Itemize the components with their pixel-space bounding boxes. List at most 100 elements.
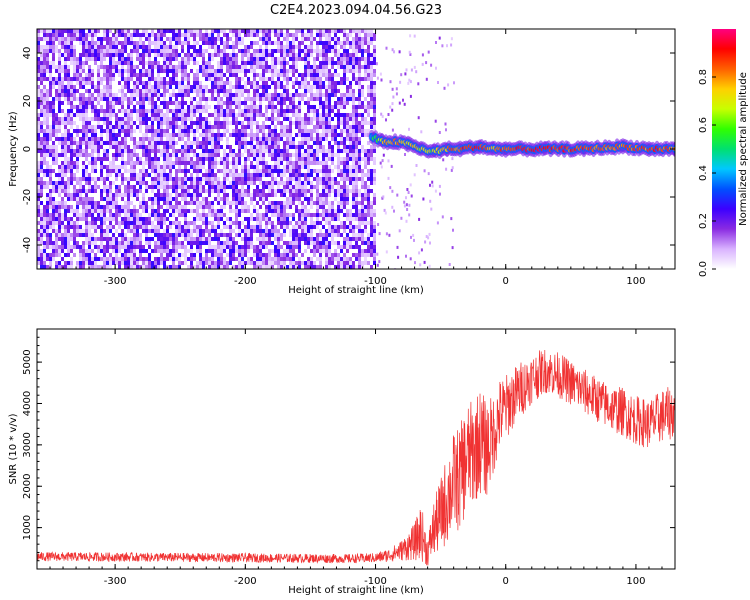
noise-cell [223,153,226,157]
noise-cell [67,101,70,105]
noise-cell [67,241,70,245]
noise-cell [343,173,346,177]
noise-cell [337,57,340,61]
noise-cell [214,225,217,229]
noise-cell [76,181,79,185]
noise-cell [88,261,91,265]
noise-cell [307,165,310,169]
noise-cell [289,33,292,37]
noise-cell [40,89,43,93]
noise-cell [178,161,181,165]
noise-cell [205,65,208,69]
noise-cell [223,245,226,249]
noise-cell [205,61,208,65]
noise-cell [277,137,280,141]
noise-cell [280,149,283,153]
noise-cell [49,169,52,173]
noise-cell [79,53,82,57]
noise-cell [256,221,259,225]
noise-cell [61,177,64,181]
noise-cell [124,201,127,205]
noise-cell [334,257,337,261]
noise-cell [340,137,343,141]
noise-cell [271,157,274,161]
noise-cell [76,165,79,169]
noise-cell [79,61,82,65]
noise-cell [331,85,334,89]
noise-cell [64,201,67,205]
noise-cell [112,145,115,149]
noise-cell [301,133,304,137]
noise-cell [73,173,76,177]
noise-cell [316,245,319,249]
noise-cell [331,229,334,233]
noise-cell [70,121,73,125]
noise-cell [133,105,136,109]
noise-cell [322,125,325,129]
noise-cell [286,181,289,185]
noise-cell [199,69,202,73]
noise-cell [259,145,262,149]
noise-cell [274,69,277,73]
noise-cell [337,97,340,101]
noise-cell [247,157,250,161]
noise-cell [343,257,346,261]
noise-cell [334,181,337,185]
noise-cell [337,53,340,57]
noise-cell [127,129,130,133]
noise-cell [166,137,169,141]
noise-cell [91,165,94,169]
noise-cell [100,265,103,269]
noise-cell [55,237,58,241]
noise-cell [217,77,220,81]
noise-cell [115,257,118,261]
noise-cell [49,245,52,249]
noise-cell [316,249,319,253]
noise-cell [160,169,163,173]
noise-cell [169,161,172,165]
noise-cell [46,125,49,129]
noise-cell [277,241,280,245]
noise-cell [196,41,199,45]
noise-cell [286,125,289,129]
noise-cell [37,85,40,89]
noise-cell [196,81,199,85]
noise-cell [301,57,304,61]
noise-cell [208,233,211,237]
noise-cell [256,41,259,45]
noise-cell [169,145,172,149]
noise-cell [169,165,172,169]
noise-cell [58,193,61,197]
noise-cell [346,85,349,89]
noise-cell [211,97,214,101]
noise-cell [331,117,334,121]
noise-cell [205,141,208,145]
noise-cell [256,185,259,189]
noise-cell [322,137,325,141]
noise-cell [106,209,109,213]
noise-cell [115,249,118,253]
noise-cell [319,229,322,233]
noise-cell [211,185,214,189]
noise-cell [277,229,280,233]
noise-cell [88,93,91,97]
noise-cell [196,265,199,269]
noise-cell [346,177,349,181]
noise-cell [229,53,232,57]
noise-cell [217,109,220,113]
noise-cell [178,69,181,73]
noise-cell [88,69,91,73]
noise-cell [88,245,91,249]
noise-cell [271,265,274,269]
noise-cell [316,73,319,77]
noise-cell [91,97,94,101]
noise-cell [172,69,175,73]
noise-cell [280,105,283,109]
noise-cell [268,165,271,169]
noise-cell [283,149,286,153]
noise-cell [37,237,40,241]
noise-cell [148,85,151,89]
noise-cell [346,89,349,93]
noise-cell [343,37,346,41]
noise-cell [52,217,55,221]
